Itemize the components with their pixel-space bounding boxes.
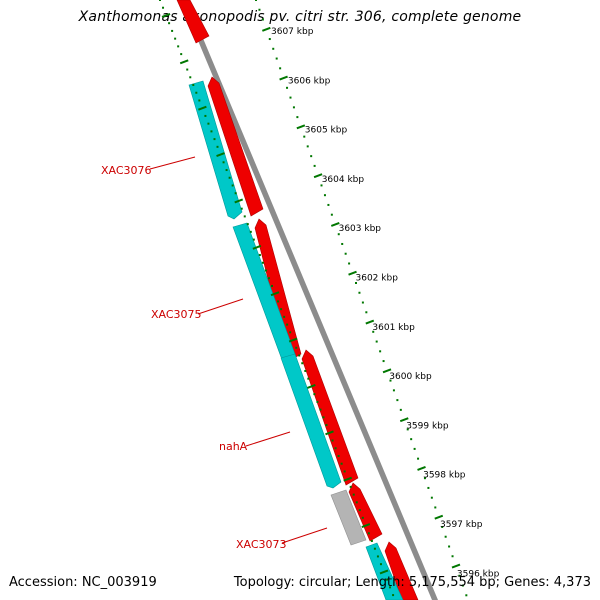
- tick-label: 3599 kbp: [406, 421, 449, 431]
- topology-label: Topology: circular; Length: 5,175,554 bp…: [233, 575, 591, 590]
- major-tick: [288, 337, 298, 343]
- major-tick: [216, 152, 225, 158]
- gene-label[interactable]: XAC3075: [151, 308, 202, 321]
- tick-label: 3606 kbp: [288, 76, 331, 86]
- major-tick: [417, 465, 426, 471]
- reverse-gene: [280, 353, 342, 489]
- major-tick: [399, 417, 409, 423]
- major-tick: [434, 514, 444, 520]
- tick-label: 3605 kbp: [305, 126, 348, 136]
- major-tick: [382, 368, 392, 374]
- tick-label: 3601 kbp: [372, 323, 415, 333]
- gene-label-leader: [281, 527, 328, 544]
- accession-label: Accession: NC_003919: [9, 575, 157, 590]
- forward-genes: [176, 0, 419, 600]
- gene-label-leader: [149, 156, 196, 170]
- major-tick: [451, 563, 461, 569]
- gene-label[interactable]: XAC3073: [236, 538, 287, 551]
- forward-gene: [176, 0, 210, 44]
- major-tick: [252, 244, 262, 250]
- gene-label-leaders: [149, 156, 328, 544]
- major-tick: [379, 569, 389, 575]
- tick-label: 3607 kbp: [271, 27, 314, 37]
- major-tick: [296, 124, 306, 130]
- gene-label[interactable]: nahA: [219, 440, 248, 453]
- major-tick: [261, 26, 271, 32]
- outer-tick-ruler: [255, 0, 468, 597]
- backbone-track: [181, 0, 438, 600]
- major-tick: [279, 75, 288, 81]
- gene-label-leader: [245, 431, 291, 447]
- tick-label: 3598 kbp: [423, 471, 466, 481]
- tick-label: 3597 kbp: [440, 520, 483, 530]
- gene-label-leader: [197, 298, 244, 315]
- forward-gene: [207, 76, 264, 217]
- tick-label: 3600 kbp: [389, 372, 432, 382]
- forward-gene: [348, 482, 383, 542]
- gene-label[interactable]: XAC3076: [101, 164, 152, 177]
- major-tick: [234, 198, 244, 204]
- major-tick: [313, 173, 323, 179]
- major-tick: [343, 476, 353, 482]
- tick-label: 3596 kbp: [457, 569, 500, 579]
- tick-labels: 3607 kbp 3606 kbp 3605 kbp 3604 kbp 3603 kbp…: [271, 27, 500, 579]
- tick-label: 3602 kbp: [356, 274, 399, 284]
- other-gene: [330, 489, 367, 546]
- major-tick: [270, 291, 280, 297]
- major-tick: [179, 59, 189, 65]
- major-tick: [306, 383, 316, 389]
- tick-label: 3604 kbp: [322, 175, 365, 185]
- major-tick: [361, 523, 371, 528]
- major-tick: [330, 222, 340, 227]
- inner-tick-ruler: [159, 0, 395, 597]
- major-tick: [348, 270, 357, 276]
- major-tick: [161, 13, 171, 18]
- major-tick: [198, 105, 207, 111]
- reverse-genes: [188, 80, 404, 600]
- reverse-gene: [188, 80, 243, 220]
- major-tick: [365, 319, 375, 325]
- tick-label: 3603 kbp: [339, 224, 382, 234]
- forward-gene: [301, 349, 359, 486]
- major-tick: [325, 430, 334, 436]
